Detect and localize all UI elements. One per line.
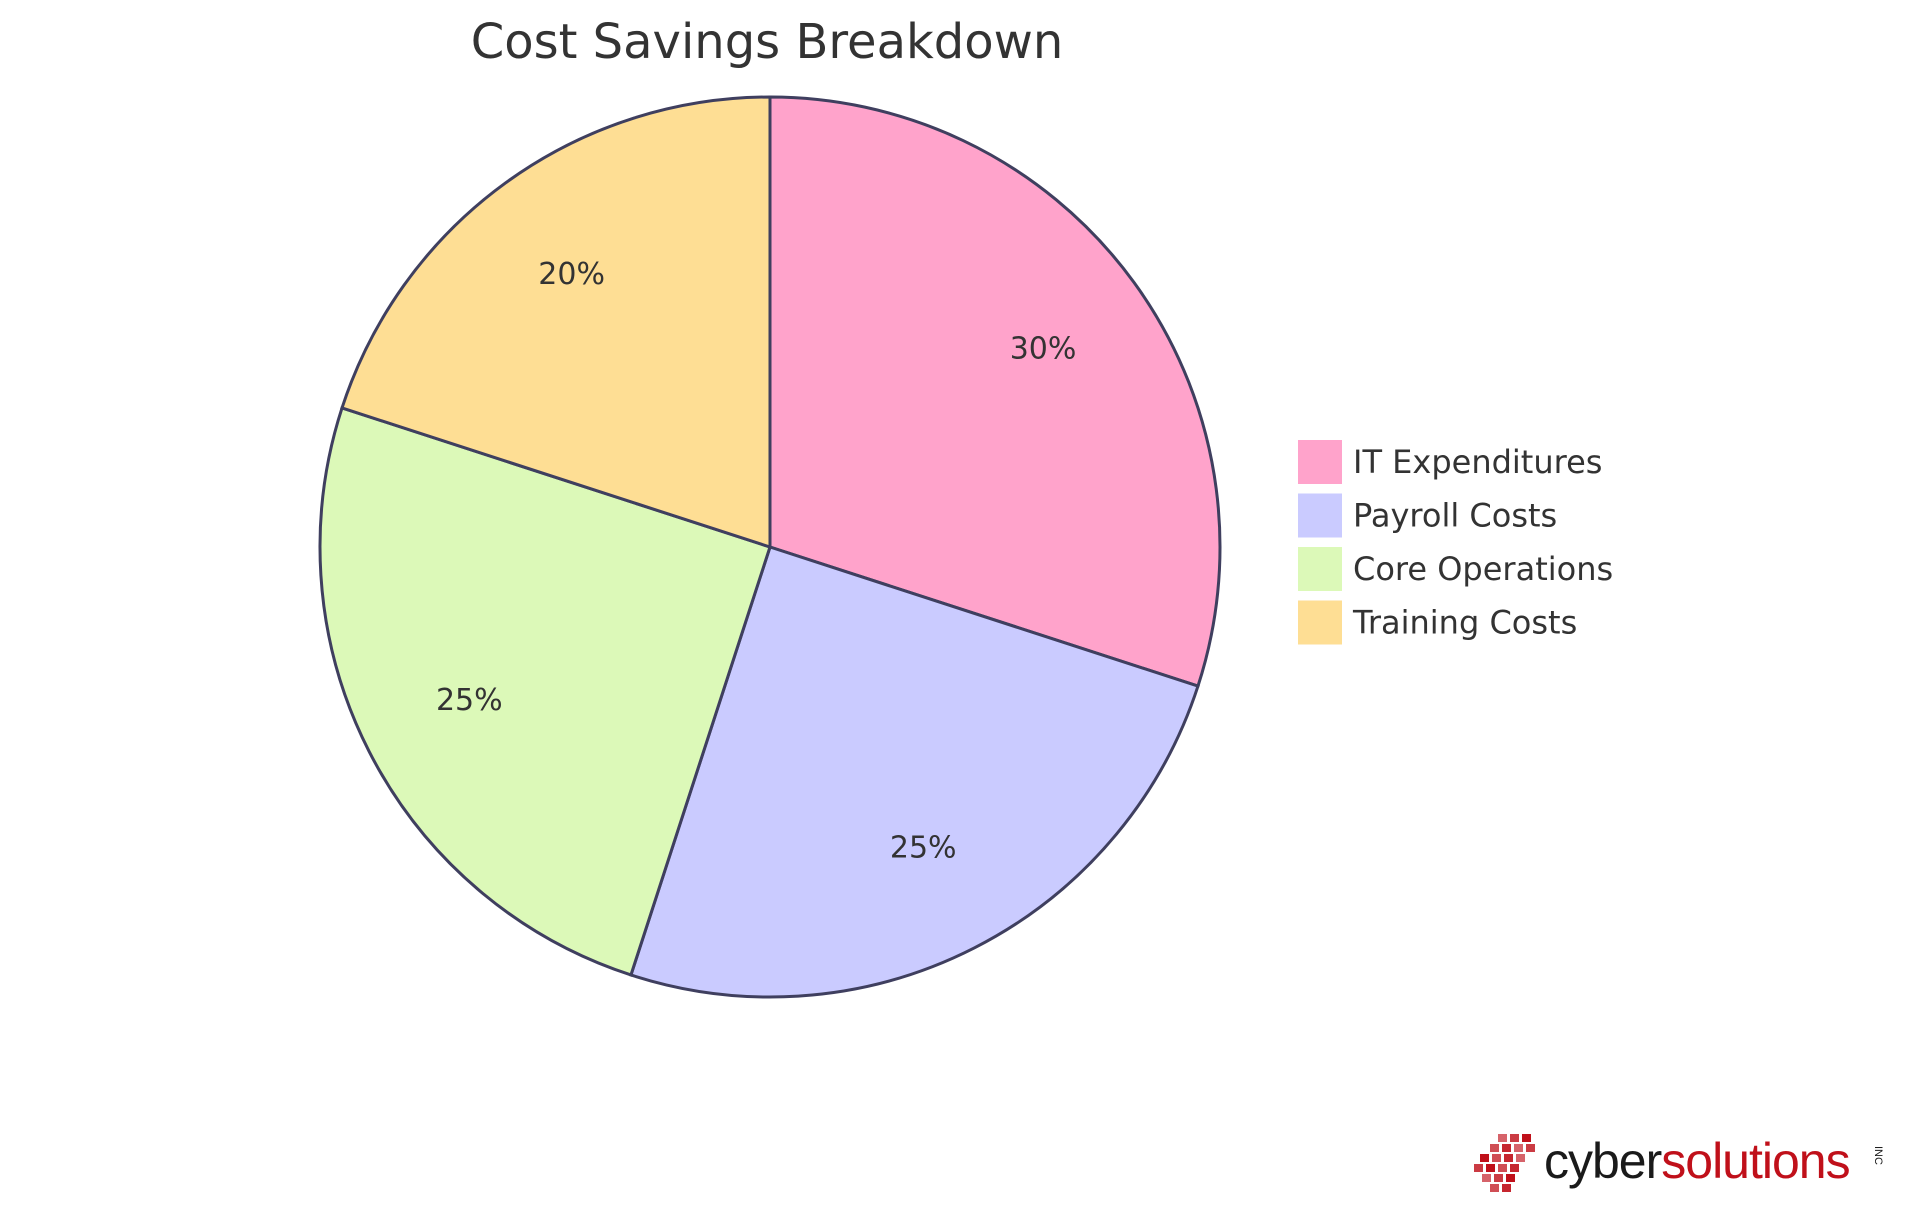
logo-block: [1502, 1144, 1511, 1152]
pie-slice-core-operations: [318, 406, 772, 977]
logo-block: [1526, 1144, 1535, 1152]
legend-label-core-operations: Core Operations: [1353, 550, 1613, 588]
logo-block: [1480, 1154, 1489, 1162]
pie-slice-payroll-costs: [629, 545, 1200, 999]
logo-block: [1494, 1174, 1503, 1182]
logo-block: [1474, 1164, 1483, 1172]
logo-block: [1486, 1164, 1495, 1172]
legend-swatch-it-expenditures: [1296, 438, 1344, 486]
chart-title: Cost Savings Breakdown: [471, 14, 1064, 70]
logo-block: [1510, 1164, 1519, 1172]
legend-label-training-costs: Training Costs: [1352, 604, 1577, 642]
logo-block: [1516, 1154, 1525, 1162]
logo-word-cyber: cyber: [1544, 1133, 1662, 1189]
legend-label-it-expenditures: IT Expenditures: [1353, 443, 1602, 481]
cybersolutions-logo: cybersolutions INC: [1472, 1130, 1892, 1200]
pie-slice-labels: 30% 25% 25% 20%: [436, 257, 1076, 866]
slice-label-it-expenditures: 30%: [1010, 332, 1077, 367]
logo-block: [1492, 1154, 1501, 1162]
logo-mark-icon: [1474, 1134, 1535, 1192]
logo-block: [1482, 1174, 1491, 1182]
logo-block: [1514, 1144, 1523, 1152]
slice-label-core-operations: 25%: [436, 683, 503, 718]
logo-block: [1506, 1174, 1515, 1182]
legend: IT Expenditures Payroll Costs Core Operati…: [1296, 438, 1613, 647]
logo-word-solutions: solutions: [1661, 1133, 1850, 1189]
logo-wordmark: cybersolutions: [1544, 1132, 1851, 1190]
logo-block: [1504, 1154, 1513, 1162]
legend-label-payroll-costs: Payroll Costs: [1353, 497, 1557, 535]
logo-inc: INC: [1872, 1146, 1884, 1165]
logo-block: [1510, 1134, 1519, 1142]
legend-swatch-payroll-costs: [1296, 491, 1344, 540]
logo-block: [1490, 1144, 1499, 1152]
pie-slice-training-costs: [340, 95, 772, 550]
slice-label-payroll-costs: 25%: [890, 831, 957, 866]
logo-block: [1498, 1164, 1507, 1172]
logo-block: [1498, 1134, 1507, 1142]
logo-block: [1490, 1184, 1499, 1192]
pie-slices: [318, 95, 1222, 999]
logo-block: [1502, 1184, 1511, 1192]
logo-block: [1522, 1134, 1531, 1142]
slice-label-training-costs: 20%: [538, 257, 605, 292]
pie-slice-it-expenditures: [768, 95, 1222, 688]
legend-swatch-training-costs: [1296, 598, 1344, 647]
legend-swatch-core-operations: [1296, 545, 1344, 593]
